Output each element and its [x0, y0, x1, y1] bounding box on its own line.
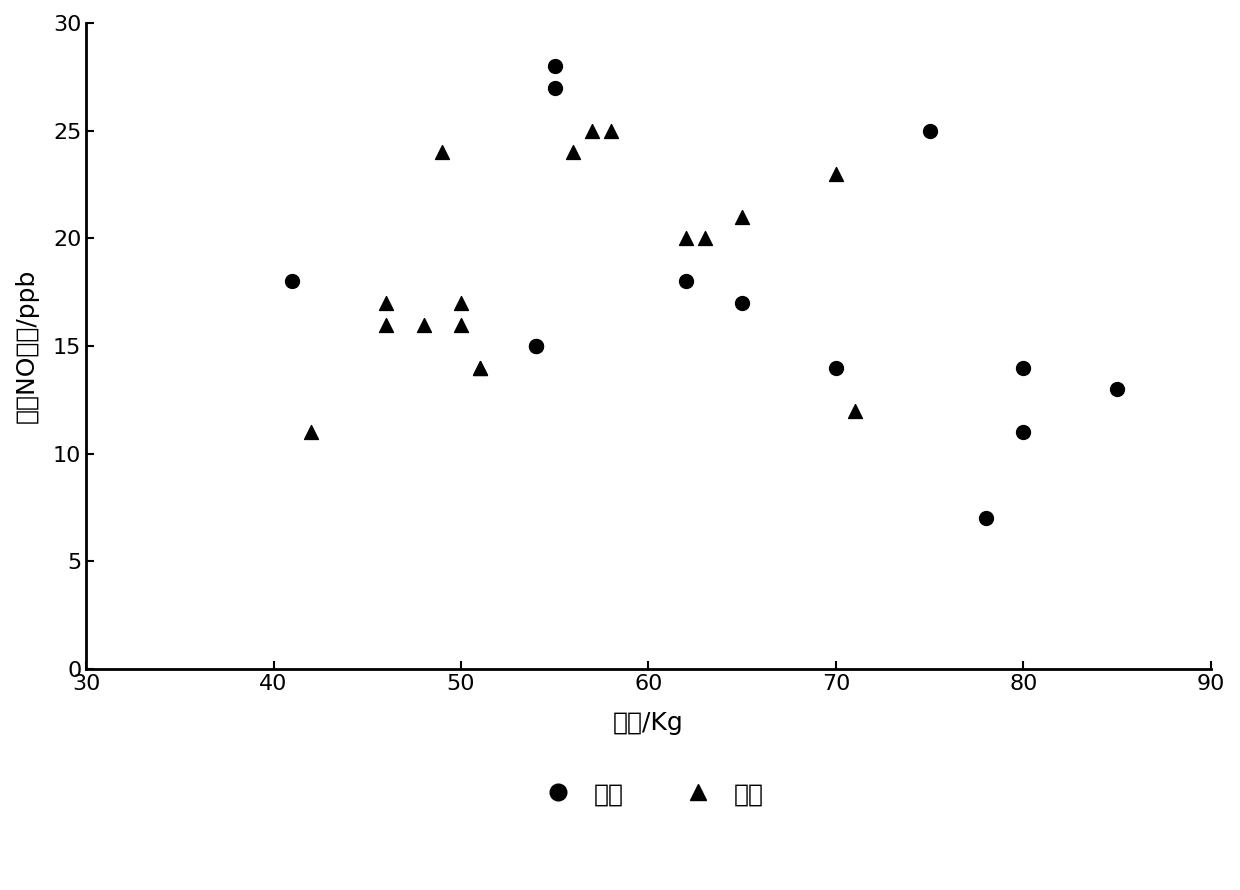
Point: [844, 403, 864, 417]
Point: [733, 210, 753, 224]
Point: [301, 425, 321, 440]
Point: [826, 166, 846, 181]
Point: [451, 318, 471, 332]
Point: [470, 360, 490, 375]
Point: [676, 274, 696, 288]
Point: [433, 145, 453, 159]
Point: [470, 360, 490, 375]
X-axis label: 体重/Kg: 体重/Kg: [613, 711, 683, 734]
Point: [583, 124, 603, 138]
Point: [563, 145, 583, 159]
Point: [376, 318, 396, 332]
Point: [1107, 382, 1127, 396]
Point: [733, 295, 753, 310]
Point: [694, 231, 714, 246]
Legend: 患病, 健康: 患病, 健康: [523, 773, 774, 816]
Point: [1013, 360, 1033, 375]
Point: [376, 295, 396, 310]
Point: [451, 295, 471, 310]
Point: [1013, 425, 1033, 440]
Point: [544, 80, 564, 94]
Point: [414, 318, 434, 332]
Point: [826, 360, 846, 375]
Point: [601, 124, 621, 138]
Point: [526, 339, 546, 353]
Point: [544, 59, 564, 73]
Y-axis label: 呼气NO浓度/ppb: 呼气NO浓度/ppb: [15, 269, 38, 424]
Point: [676, 231, 696, 246]
Point: [920, 124, 940, 138]
Point: [283, 274, 303, 288]
Point: [976, 511, 996, 525]
Point: [526, 339, 546, 353]
